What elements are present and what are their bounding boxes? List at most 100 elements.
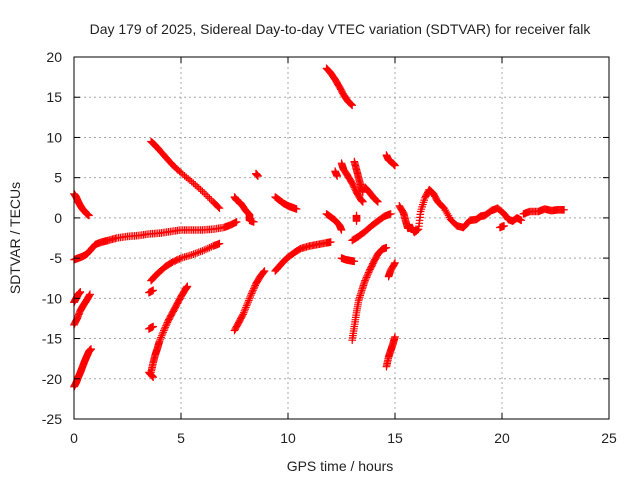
x-tick-label: 15 bbox=[387, 430, 403, 446]
series-arc-31 bbox=[496, 222, 508, 232]
data-point bbox=[382, 243, 391, 252]
data-point bbox=[85, 211, 93, 220]
axis-ticks bbox=[73, 56, 610, 420]
series-arc-26 bbox=[361, 183, 382, 206]
data-point bbox=[390, 260, 399, 268]
data-point bbox=[369, 259, 377, 268]
y-tick-label: -20 bbox=[42, 371, 62, 387]
data-point bbox=[517, 216, 526, 225]
data-point bbox=[87, 345, 95, 353]
data-point bbox=[359, 198, 367, 206]
series-arc-29 bbox=[384, 259, 399, 281]
data-point bbox=[183, 282, 192, 291]
data-point bbox=[560, 206, 568, 214]
data-point bbox=[351, 185, 359, 193]
data-point bbox=[350, 257, 359, 266]
series-arc-08 bbox=[145, 322, 157, 333]
data-point bbox=[352, 217, 361, 225]
data-point bbox=[500, 222, 508, 230]
data-point bbox=[175, 167, 184, 176]
series-arc-04 bbox=[70, 290, 94, 329]
data-point bbox=[260, 267, 269, 275]
data-point bbox=[149, 373, 157, 381]
series-arc-21 bbox=[331, 167, 341, 180]
data-point bbox=[215, 204, 224, 212]
series-arc-12 bbox=[230, 267, 269, 335]
data-point bbox=[368, 261, 376, 269]
x-tick-label: 5 bbox=[177, 430, 185, 446]
x-tick-label: 10 bbox=[280, 430, 296, 446]
series-arc-15 bbox=[271, 193, 301, 213]
series-arc-17 bbox=[322, 64, 356, 110]
data-point bbox=[175, 255, 184, 263]
x-tick-label: 25 bbox=[601, 430, 617, 446]
data-point bbox=[86, 290, 94, 299]
data-point bbox=[350, 183, 359, 192]
y-tick-label: 15 bbox=[46, 89, 62, 105]
x-axis-label: GPS time / hours bbox=[287, 458, 394, 474]
y-tick-label: 0 bbox=[54, 210, 62, 226]
data-point bbox=[149, 322, 157, 331]
y-tick-labels: -25 -20 -15 -10 -5 0 5 10 15 20 bbox=[42, 49, 62, 427]
series-arc-03 bbox=[70, 288, 85, 307]
data-point bbox=[347, 100, 355, 108]
data-point bbox=[259, 268, 268, 276]
y-tick-label: 20 bbox=[46, 49, 62, 65]
data-point bbox=[367, 262, 376, 271]
series-arc-27 bbox=[382, 151, 399, 170]
series-arc-30 bbox=[395, 185, 526, 237]
data-point bbox=[366, 264, 375, 272]
y-tick-label: -10 bbox=[42, 290, 62, 306]
data-point bbox=[292, 205, 301, 213]
y-axis-label: SDTVAR / TECUs bbox=[7, 182, 23, 294]
data-point bbox=[348, 101, 356, 110]
series-arc-10 bbox=[147, 137, 224, 212]
data-point bbox=[238, 312, 247, 320]
series-arc-25 bbox=[352, 211, 361, 225]
data-point bbox=[214, 203, 223, 211]
data-point bbox=[391, 161, 399, 170]
y-tick-label: -25 bbox=[42, 411, 62, 427]
series-arc-02 bbox=[70, 218, 241, 264]
data-point bbox=[348, 179, 356, 188]
y-tick-label: -5 bbox=[50, 250, 63, 266]
data-point bbox=[254, 172, 262, 180]
series-arc-20 bbox=[337, 159, 367, 206]
series-arc-16 bbox=[271, 238, 335, 275]
series-arc-11 bbox=[147, 239, 224, 285]
data-point bbox=[171, 257, 180, 265]
series-arc-18 bbox=[322, 210, 346, 234]
data-point bbox=[76, 288, 85, 296]
data-point bbox=[391, 333, 399, 341]
series-arc-22 bbox=[348, 210, 395, 245]
plot-frame bbox=[73, 56, 610, 420]
x-tick-labels: 0 5 10 15 20 25 bbox=[70, 430, 617, 446]
series-arc-13 bbox=[230, 193, 258, 226]
series-arc-05 bbox=[70, 345, 95, 391]
data-point bbox=[347, 100, 356, 109]
series-arc-14 bbox=[252, 169, 262, 180]
data-points bbox=[70, 64, 568, 391]
data-point bbox=[366, 265, 374, 274]
data-point bbox=[232, 218, 241, 226]
x-tick-label: 0 bbox=[70, 430, 78, 446]
data-point bbox=[349, 181, 357, 189]
series-arc-06 bbox=[147, 282, 192, 377]
data-point bbox=[386, 210, 395, 218]
series-arc-23 bbox=[348, 243, 391, 344]
data-point bbox=[149, 286, 157, 295]
data-point bbox=[170, 257, 178, 266]
data-point bbox=[391, 259, 399, 267]
data-point bbox=[148, 372, 157, 381]
data-point bbox=[333, 172, 341, 180]
x-tick-label: 20 bbox=[494, 430, 510, 446]
series-arc-32 bbox=[519, 205, 568, 218]
y-tick-label: 10 bbox=[46, 129, 62, 145]
data-point bbox=[373, 197, 381, 205]
y-tick-label: -15 bbox=[42, 331, 62, 347]
series-arc-07 bbox=[145, 368, 157, 381]
chart-title: Day 179 of 2025, Sidereal Day-to-day VTE… bbox=[90, 21, 592, 37]
y-tick-label: 5 bbox=[54, 170, 62, 186]
